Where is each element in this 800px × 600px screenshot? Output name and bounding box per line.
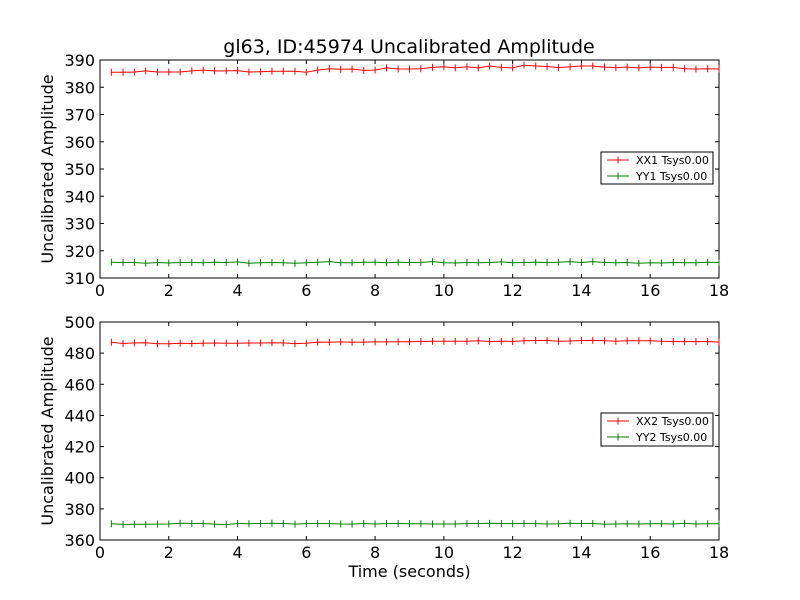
legend-frame [600,151,714,185]
y-tick-label: 330 [64,215,95,234]
ticks-top: 0 2 4 6 8 10 12 14 16 18 310 320 330 340 350 360 370 380 3… [64,51,729,300]
series-line [111,64,720,73]
y-axis-label-bottom: Uncalibrated Amplitude [38,336,57,525]
legend-top: XX1 Tsys0.00 YY1 Tsys0.00 [600,151,714,185]
series-lines-bottom [110,336,720,529]
x-tick-label: 14 [571,281,591,300]
legend-entry-label: YY1 Tsys0.00 [635,170,707,183]
x-tick-label: 16 [640,281,660,300]
y-tick-label: 380 [64,78,95,97]
x-tick-label: 12 [502,543,522,562]
y-tick-label: 360 [64,531,95,550]
series-line [111,339,720,345]
chart-title: gl63, ID:45974 Uncalibrated Amplitude [223,36,594,58]
series-line [111,522,719,526]
y-axis-label-top: Uncalibrated Amplitude [38,74,57,263]
legend-entry-label: XX1 Tsys0.00 [636,154,709,167]
x-tick-label: 6 [301,281,311,300]
y-tick-label: 350 [64,160,95,179]
y-tick-label: 480 [64,344,95,363]
x-tick-label: 18 [709,543,729,562]
y-tick-label: 500 [64,313,95,332]
legend-entry-label: YY2 Tsys0.00 [635,431,707,444]
y-tick-label: 340 [64,187,95,206]
series-line [111,261,720,264]
x-tick-label: 2 [164,543,174,562]
series-lines-top [110,61,720,267]
x-tick-label: 4 [232,281,242,300]
y-tick-label: 380 [64,500,95,519]
chart-panel-bottom: 0 2 4 6 8 10 12 14 16 18360380400420440460480500 … [38,313,729,581]
x-tick-label: 0 [95,543,105,562]
x-tick-label: 8 [370,281,380,300]
y-tick-label: 370 [64,106,95,125]
y-tick-label: 420 [64,438,95,457]
y-tick-label: 360 [64,133,95,152]
y-tick-label: 320 [64,242,95,261]
y-tick-label: 460 [64,375,95,394]
y-tick-label: 400 [64,469,95,488]
y-tick-label: 310 [64,269,95,288]
x-tick-label: 10 [434,281,454,300]
x-tick-label: 16 [640,543,660,562]
x-tick-label: 4 [232,543,242,562]
x-tick-label: 18 [709,281,729,300]
y-tick-label: 390 [64,51,95,70]
x-tick-label: 12 [502,281,522,300]
chart-panel-top: gl63, ID:45974 Uncalibrated Amplitude 0 2… [38,36,729,300]
legend-bottom: XX2 Tsys0.00 YY2 Tsys0.00 [600,412,714,447]
x-axis-label: Time (seconds) [347,562,470,581]
x-tick-label: 2 [164,281,174,300]
legend-entry-label: XX2 Tsys0.00 [636,415,709,428]
ticks-bottom: 0 2 4 6 8 10 12 14 16 18 360 380 400 420 440 460 480 500 [64,313,729,562]
x-tick-label: 8 [370,543,380,562]
legend-frame [600,412,714,447]
x-tick-label: 0 [95,281,105,300]
y-tick-label: 440 [64,406,95,425]
x-tick-label: 10 [434,543,454,562]
x-tick-label: 14 [571,543,591,562]
x-tick-label: 6 [301,543,311,562]
